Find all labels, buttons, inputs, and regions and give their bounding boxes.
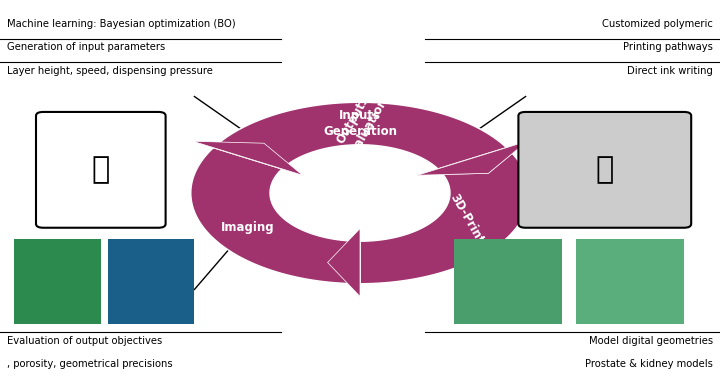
Text: Prostate & kidney models: Prostate & kidney models — [585, 359, 713, 369]
Text: Evaluation of output objectives: Evaluation of output objectives — [7, 336, 163, 346]
Text: Inputs
Generation: Inputs Generation — [323, 109, 397, 138]
Text: 🖨️: 🖨️ — [595, 155, 614, 185]
Text: Machine learning: Bayesian optimization (BO): Machine learning: Bayesian optimization … — [7, 19, 236, 29]
Text: Customized polymeric: Customized polymeric — [602, 19, 713, 29]
Polygon shape — [360, 147, 529, 284]
Polygon shape — [193, 141, 302, 175]
Polygon shape — [213, 102, 507, 169]
FancyBboxPatch shape — [576, 239, 684, 324]
Polygon shape — [328, 229, 360, 296]
Text: 3D-Printing: 3D-Printing — [448, 191, 497, 264]
Polygon shape — [191, 147, 360, 284]
Text: Outputs
Evaluation: Outputs Evaluation — [330, 86, 390, 161]
Polygon shape — [418, 141, 527, 175]
Polygon shape — [418, 141, 527, 175]
FancyBboxPatch shape — [14, 239, 101, 324]
FancyBboxPatch shape — [518, 112, 691, 228]
Text: Imaging: Imaging — [221, 221, 274, 234]
Text: Layer height, speed, dispensing pressure: Layer height, speed, dispensing pressure — [7, 66, 213, 76]
FancyBboxPatch shape — [108, 239, 194, 324]
Text: Model digital geometries: Model digital geometries — [589, 336, 713, 346]
Text: 🧠: 🧠 — [91, 155, 110, 185]
Text: , porosity, geometrical precisions: , porosity, geometrical precisions — [7, 359, 173, 369]
Text: Printing pathways: Printing pathways — [623, 42, 713, 52]
Text: Direct ink writing: Direct ink writing — [627, 66, 713, 76]
Text: Generation of input parameters: Generation of input parameters — [7, 42, 166, 52]
FancyBboxPatch shape — [36, 112, 166, 228]
Polygon shape — [213, 102, 507, 169]
FancyBboxPatch shape — [454, 239, 562, 324]
